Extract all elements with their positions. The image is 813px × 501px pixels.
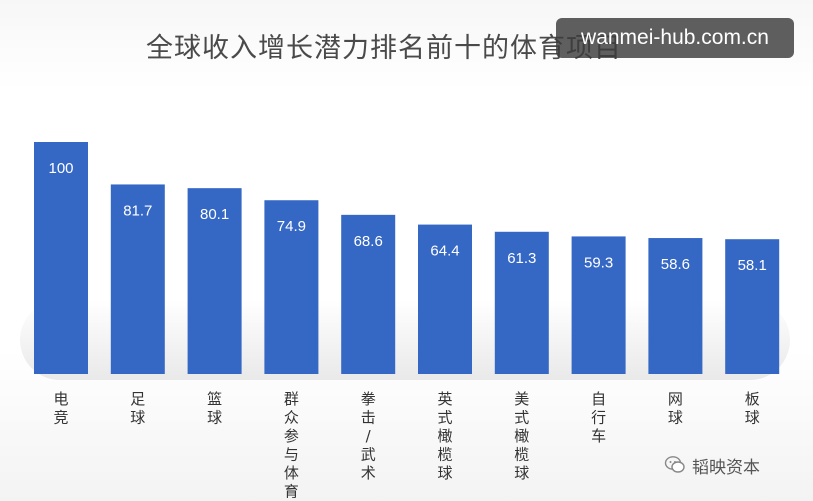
category-label: 篮球 (207, 390, 222, 427)
bar-2 (110, 184, 165, 374)
category-label: 自行车 (591, 390, 606, 445)
bars-group (34, 142, 780, 374)
bar-4 (264, 200, 319, 374)
wechat-icon (664, 456, 685, 473)
bar-value-label: 74.9 (277, 218, 306, 235)
category-label: 英式橄榄球 (437, 390, 452, 482)
category-label: 群众参与体育 (284, 390, 299, 501)
source-label: 韬映资本 (692, 457, 760, 478)
chart-title: 全球收入增长潜力排名前十的体育项目 (146, 33, 622, 64)
category-label: 拳击/武术 (361, 390, 376, 482)
bar-value-label: 80.1 (200, 206, 229, 223)
bar-3 (187, 188, 242, 374)
bar-value-label: 58.1 (738, 257, 767, 274)
bar-value-label: 64.4 (430, 243, 459, 260)
bar-10 (725, 239, 780, 374)
bar-5 (341, 214, 396, 374)
category-label: 板球 (745, 390, 760, 427)
wechat-source: 韬映资本 (664, 452, 804, 478)
bar-value-label: 81.7 (123, 202, 152, 219)
labels-group: 100 电竞 81.7 足球 80.1 篮球 74.9 群众参与体育 68.6 拳击/武术 64.4… (48, 160, 766, 501)
bar-value-label: 58.6 (661, 256, 690, 273)
bar-value-label: 100 (48, 160, 73, 177)
category-label: 足球 (130, 390, 145, 427)
category-label: 电竞 (53, 390, 68, 427)
bar-value-label: 68.6 (354, 233, 383, 250)
bar-8 (571, 236, 626, 374)
watermark-badge: wanmei-hub.com.cn (556, 18, 794, 58)
bar-value-label: 61.3 (507, 250, 536, 267)
bar-1 (34, 142, 88, 374)
bar-value-label: 59.3 (584, 254, 613, 271)
bar-7 (494, 231, 549, 374)
bar-6 (418, 224, 472, 374)
category-label: 网球 (668, 390, 683, 427)
bar-9 (648, 238, 703, 374)
category-label: 美式橄榄球 (514, 390, 529, 482)
